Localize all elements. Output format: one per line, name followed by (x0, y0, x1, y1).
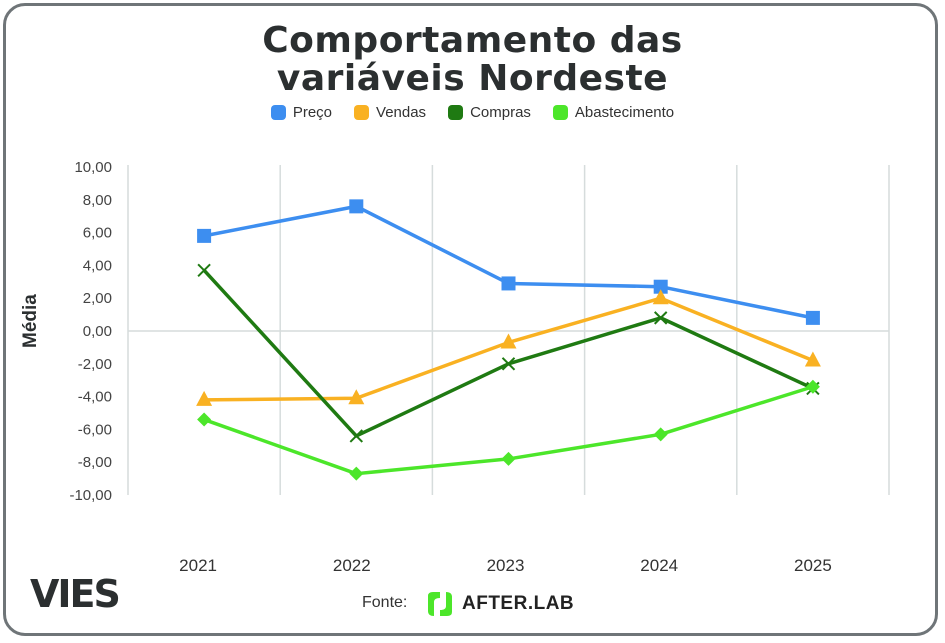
legend-label-compras: Compras (470, 104, 531, 121)
x-tick-label: 2024 (640, 556, 678, 575)
data-point-abastecimento (805, 379, 820, 394)
data-point-vendas (500, 333, 517, 349)
legend-swatch-preco (270, 105, 286, 120)
series-line-compras (202, 269, 814, 438)
chart-legend: Preço Vendas Compras Abastecimento (0, 104, 945, 121)
data-point-compras (349, 429, 364, 443)
legend-label-abastecimento: Abastecimento (574, 104, 675, 121)
data-point-vendas (348, 389, 365, 405)
y-tick-label: 6,00 (83, 225, 112, 242)
legend-item-compras: Compras (448, 104, 531, 121)
legend-item-vendas: Vendas (354, 104, 426, 121)
data-point-preco (197, 228, 212, 243)
data-point-compras (653, 311, 668, 325)
card-frame (3, 3, 938, 636)
source-label: Fonte: (362, 594, 408, 611)
y-tick-label: -10,00 (69, 487, 112, 504)
legend-item-abastecimento: Abastecimento (552, 104, 675, 121)
data-point-vendas (652, 289, 669, 305)
y-tick-label: 4,00 (83, 257, 112, 274)
data-point-vendas (804, 351, 821, 367)
data-point-preco (805, 310, 820, 325)
legend-label-preco: Preço (292, 104, 333, 121)
y-tick-label: -8,00 (78, 454, 112, 471)
y-tick-label: 8,00 (83, 192, 112, 209)
series-line-vendas (204, 296, 814, 402)
legend-swatch-vendas (354, 105, 370, 120)
source-name: AFTER.LAB (462, 593, 575, 614)
data-point-compras (501, 357, 516, 371)
legend-swatch-abastecimento (552, 105, 568, 120)
x-tick-label: 2021 (179, 556, 217, 575)
y-tick-label: -4,00 (78, 389, 112, 406)
data-point-abastecimento (197, 412, 212, 427)
data-point-vendas (196, 390, 213, 406)
chart-title-line-2: variáveis Nordeste (276, 58, 669, 99)
afterlab-logo-icon (428, 592, 452, 616)
chart-title-line-1: Comportamento das (262, 20, 683, 61)
afterlab-logo: AFTER.LAB (424, 590, 574, 618)
y-tick-label: 0,00 (83, 323, 112, 340)
data-point-preco (501, 276, 516, 291)
series-line-preco (203, 204, 814, 320)
data-point-abastecimento (349, 466, 364, 481)
data-point-abastecimento (653, 427, 668, 442)
x-tick-label: 2023 (487, 556, 525, 575)
data-point-preco (349, 199, 364, 214)
legend-label-vendas: Vendas (376, 104, 427, 121)
y-tick-label: -2,00 (78, 356, 112, 373)
data-point-compras (197, 263, 211, 278)
data-point-preco (653, 279, 668, 294)
y-tick-label: 2,00 (83, 290, 112, 307)
legend-item-preco: Preço (270, 104, 333, 121)
chart-title: Comportamento das variáveis Nordeste (0, 22, 945, 98)
legend-swatch-compras (448, 105, 464, 120)
x-tick-label: 2022 (333, 556, 371, 575)
y-tick-label: -6,00 (78, 421, 112, 438)
x-tick-label: 2025 (794, 556, 832, 575)
y-tick-label: 10,00 (74, 159, 112, 176)
vies-logo: VIES (30, 572, 121, 616)
data-point-abastecimento (501, 451, 516, 466)
